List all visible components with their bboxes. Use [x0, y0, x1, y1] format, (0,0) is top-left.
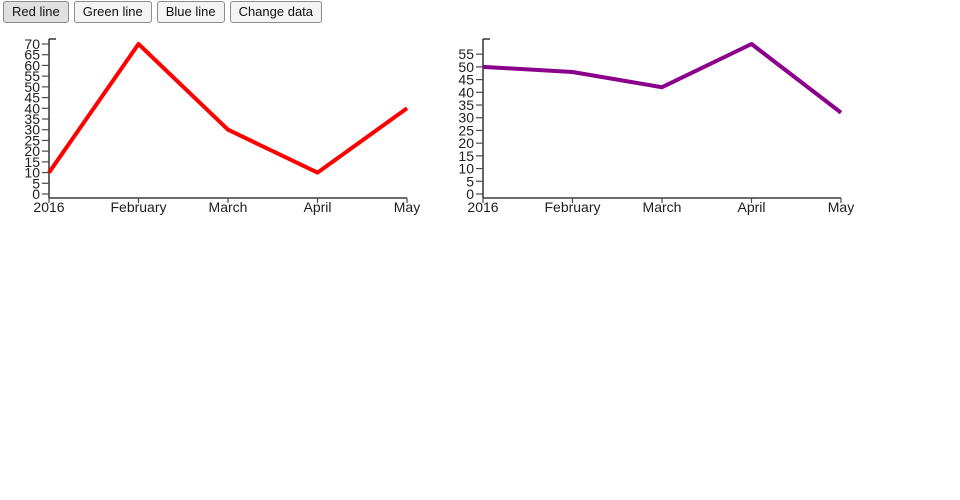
y-tick-label: 20	[458, 135, 474, 151]
y-tick-label: 5	[32, 175, 40, 191]
y-tick-label: 40	[24, 100, 40, 116]
y-tick-label: 0	[32, 186, 40, 202]
y-tick-label: 50	[458, 59, 474, 75]
line-chart-purple: 0 5 10 15 20 25 30 35 40 45 50 55 2016 February March A…	[434, 0, 874, 235]
y-tick-label: 45	[24, 90, 40, 106]
red-line-button[interactable]: Red line	[3, 1, 69, 23]
y-tick-label: 0	[466, 186, 474, 202]
y-tick-label: 55	[24, 68, 40, 84]
x-tick-label: February	[544, 199, 600, 215]
change-data-button[interactable]: Change data	[229, 1, 323, 23]
y-tick-label: 15	[458, 148, 474, 164]
x-tick-label: May	[394, 199, 420, 215]
y-tick-label: 45	[458, 72, 474, 88]
x-tick-label: April	[303, 199, 331, 215]
y-tick-label: 25	[458, 122, 474, 138]
data-line	[482, 42, 843, 115]
line-chart-red: 0 5 10 15 20 25 30 35 40 45 50 55 60 65 70 2016 February…	[0, 0, 440, 235]
y-tick-label: 20	[24, 143, 40, 159]
y-tick-label: 25	[24, 132, 40, 148]
y-tick-label: 30	[458, 110, 474, 126]
y-tick-label: 10	[458, 161, 474, 177]
x-tick-label: 2016	[33, 199, 64, 215]
x-tick-label: 2016	[467, 199, 498, 215]
toolbar: Red line Green line Blue line Change dat…	[3, 1, 323, 23]
y-tick-label: 35	[24, 111, 40, 127]
x-tick-label: February	[110, 199, 166, 215]
y-tick-label: 70	[24, 36, 40, 52]
x-tick-label: March	[209, 199, 248, 215]
y-tick-label: 10	[24, 165, 40, 181]
y-tick-label: 35	[458, 97, 474, 113]
data-line	[47, 42, 409, 175]
y-tick-label: 55	[458, 46, 474, 62]
y-tick-label: 5	[466, 173, 474, 189]
y-tick-label: 65	[24, 47, 40, 63]
x-tick-label: May	[828, 199, 854, 215]
y-tick-label: 30	[24, 122, 40, 138]
blue-line-button[interactable]: Blue line	[156, 1, 225, 23]
x-tick-label: March	[643, 199, 682, 215]
green-line-button[interactable]: Green line	[73, 1, 152, 23]
y-tick-label: 15	[24, 154, 40, 170]
y-tick-label: 60	[24, 57, 40, 73]
y-tick-label: 40	[458, 84, 474, 100]
x-tick-label: April	[737, 199, 765, 215]
y-tick-label: 50	[24, 79, 40, 95]
